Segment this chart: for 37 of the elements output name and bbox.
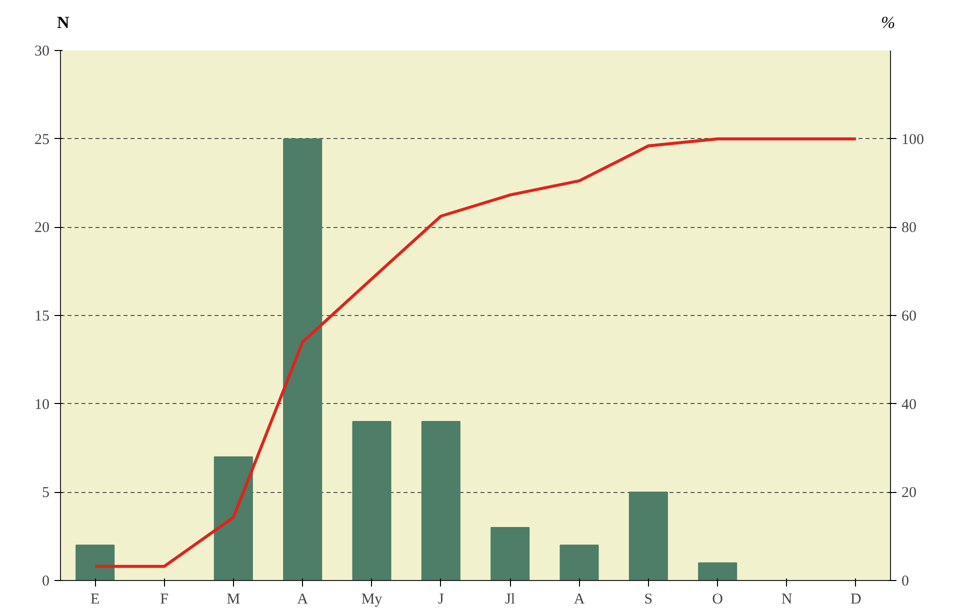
y2-tick-label: 0 bbox=[902, 574, 909, 590]
y2-tick-label: 80 bbox=[902, 220, 916, 236]
bar bbox=[698, 562, 738, 580]
x-tick-label: M bbox=[226, 592, 240, 608]
y2-tick-label: 40 bbox=[902, 396, 916, 413]
bar bbox=[76, 544, 115, 580]
y-tick-label: 5 bbox=[42, 485, 50, 502]
y-tick-label: 0 bbox=[42, 574, 50, 590]
y2-axis-title: % bbox=[881, 12, 896, 34]
bar bbox=[352, 421, 392, 580]
x-tick-label: N bbox=[781, 592, 792, 608]
bar bbox=[421, 421, 460, 580]
x-tick-label: J bbox=[438, 592, 444, 608]
x-tick-label: F bbox=[160, 592, 168, 608]
bar bbox=[560, 544, 599, 580]
bar bbox=[283, 138, 322, 580]
y2-tick-label: 20 bbox=[902, 485, 916, 502]
x-tick-label: A bbox=[574, 592, 585, 608]
y-axis-title: N bbox=[57, 12, 70, 34]
x-tick-label: A bbox=[297, 592, 308, 608]
y-tick-label: 20 bbox=[34, 220, 50, 236]
x-tick-label: E bbox=[90, 592, 100, 608]
y-tick-label: 15 bbox=[34, 308, 50, 324]
x-tick-label: S bbox=[644, 592, 653, 608]
x-tick-label: O bbox=[712, 592, 724, 608]
y-tick-label: 25 bbox=[34, 132, 50, 148]
bar bbox=[214, 456, 253, 580]
y-tick-label: 10 bbox=[34, 396, 50, 413]
y2-tick-label: 100 bbox=[902, 132, 924, 148]
bar bbox=[628, 492, 668, 580]
line-series bbox=[94, 137, 858, 568]
y-tick-label: 30 bbox=[34, 44, 50, 60]
bar bbox=[490, 527, 530, 580]
y2-tick-label: 60 bbox=[902, 308, 916, 324]
x-tick-label: My bbox=[361, 592, 383, 608]
x-tick-label: Jl bbox=[505, 592, 516, 608]
x-tick-label: D bbox=[850, 592, 862, 608]
